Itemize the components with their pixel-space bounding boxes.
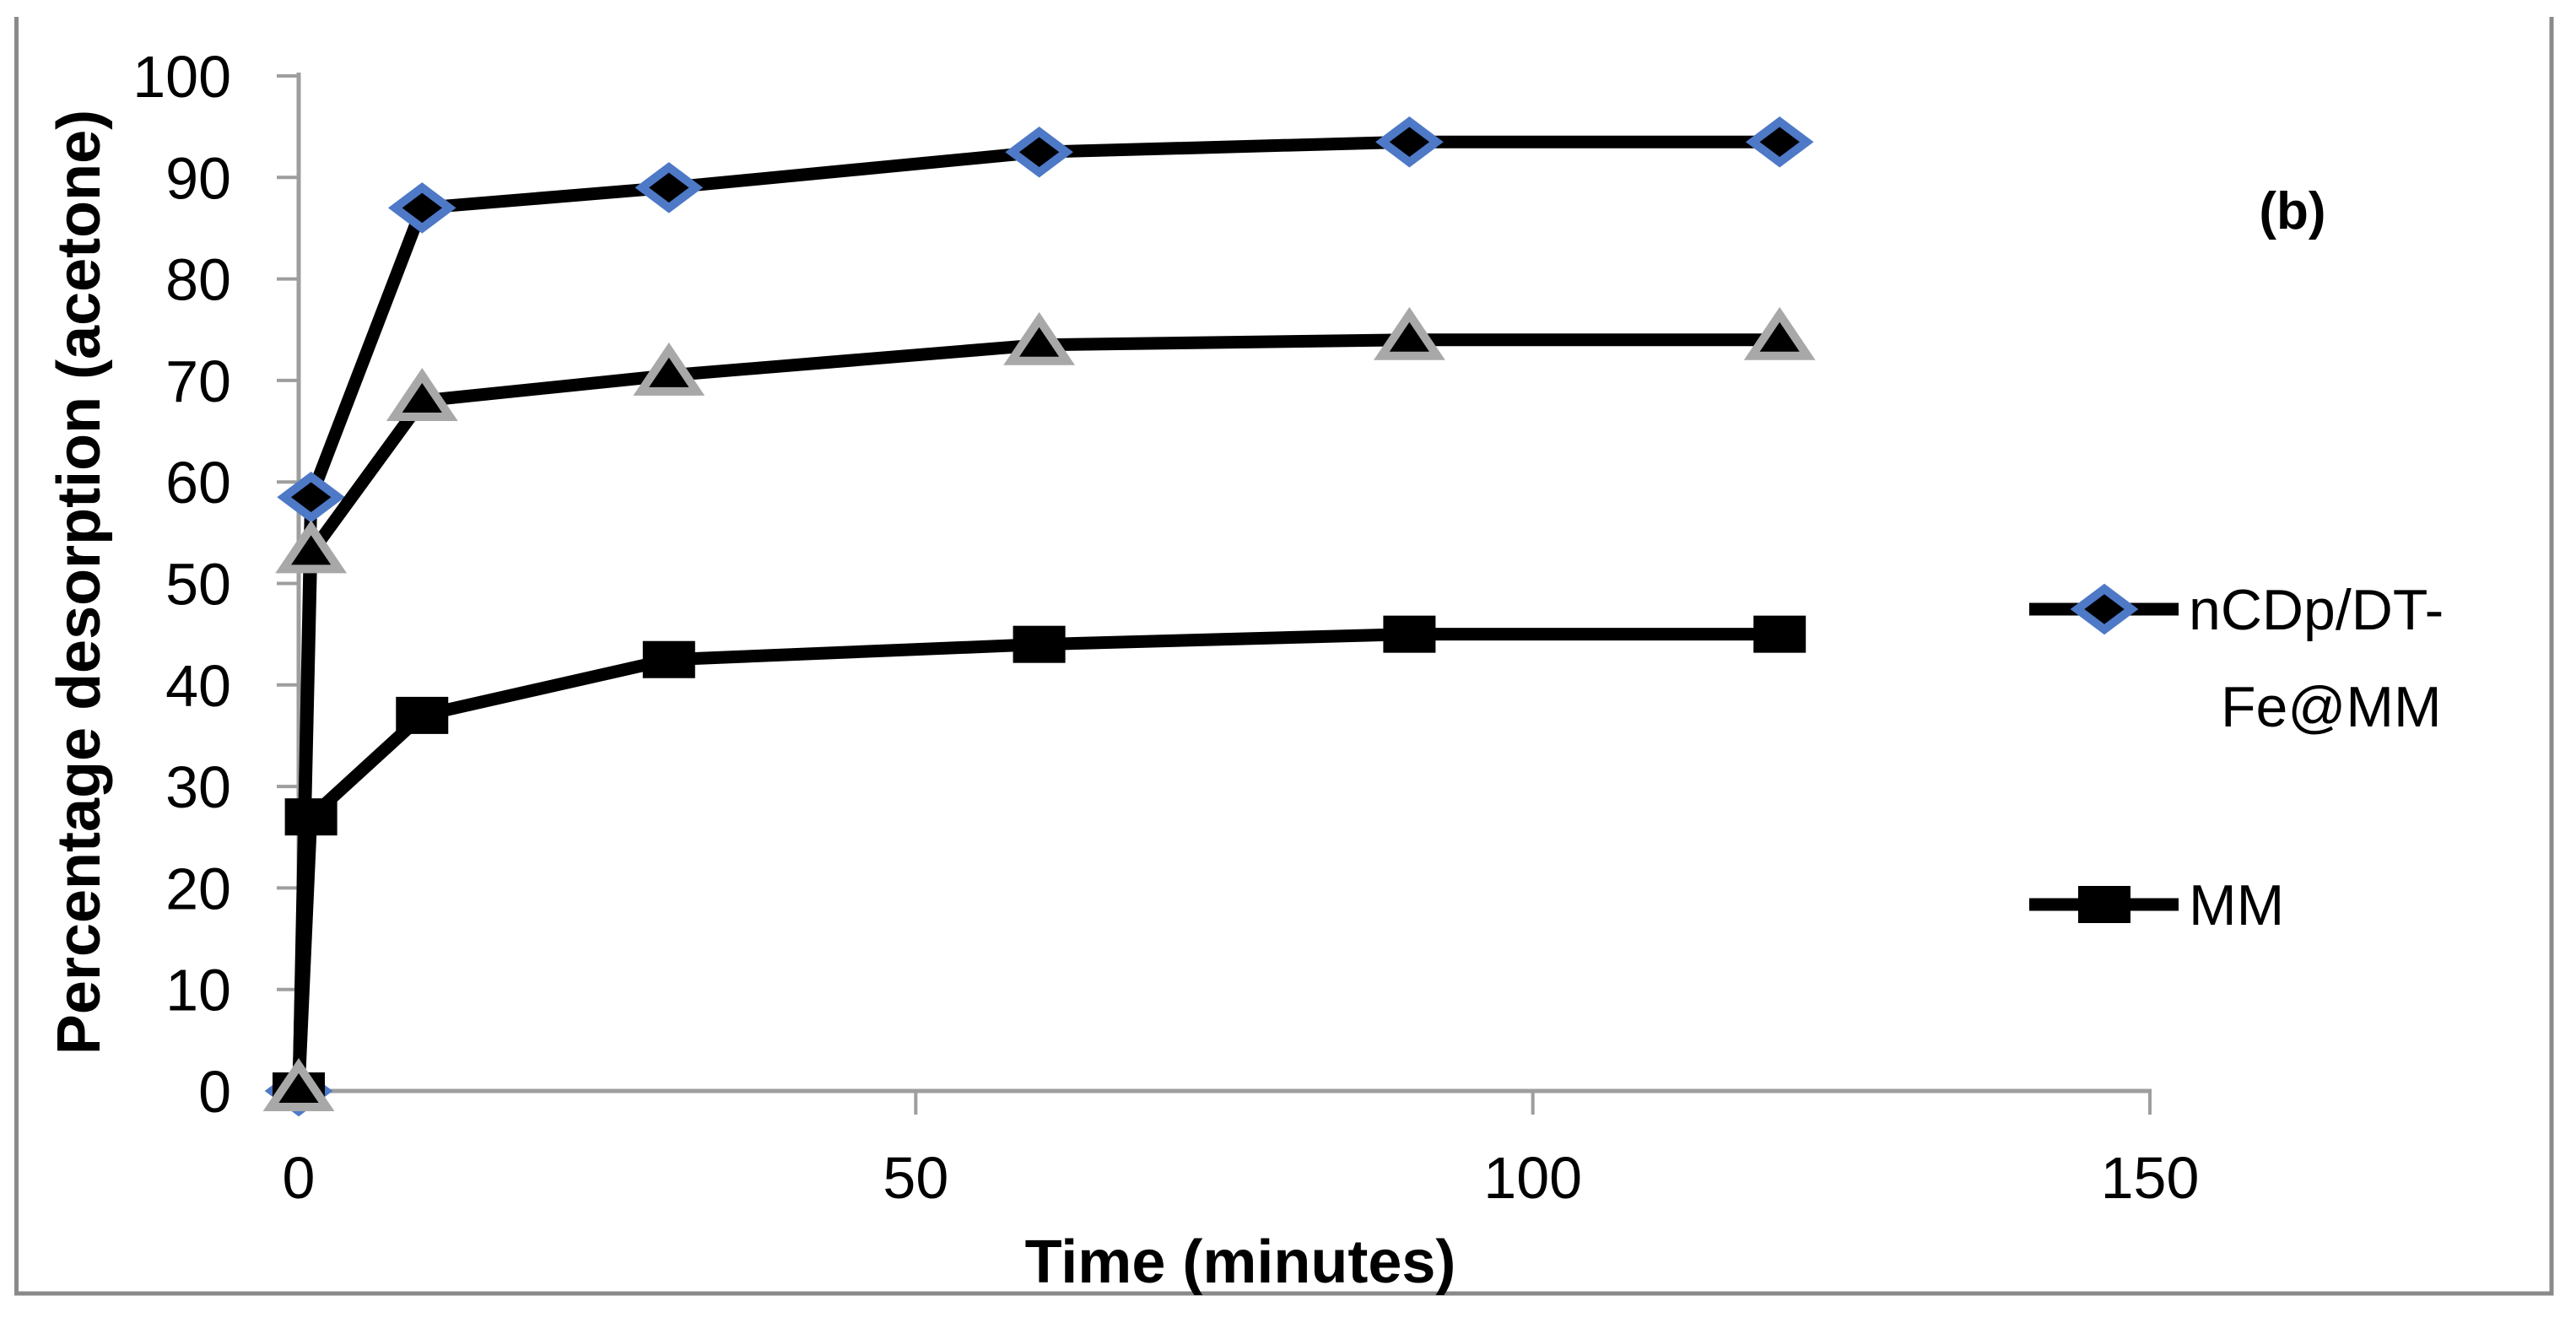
legend-label: Fe@MM bbox=[2221, 675, 2442, 739]
diamond-marker bbox=[1375, 116, 1444, 168]
y-tick-label: 50 bbox=[165, 552, 231, 618]
y-tick-label: 80 bbox=[165, 247, 231, 313]
figure-border bbox=[14, 17, 2554, 1296]
diamond-marker bbox=[1005, 126, 1073, 178]
legend-label: nCDp/DT- bbox=[2189, 578, 2444, 642]
square-marker bbox=[642, 640, 695, 678]
diamond-marker bbox=[387, 182, 456, 234]
data-series bbox=[262, 116, 1816, 1117]
x-tick-label: 0 bbox=[283, 1145, 316, 1211]
y-tick-label: 0 bbox=[198, 1059, 231, 1125]
y-tick-label: 40 bbox=[165, 653, 231, 719]
triangle-marker bbox=[386, 368, 458, 421]
series-line bbox=[292, 135, 1780, 1092]
x-tick-label: 50 bbox=[883, 1145, 948, 1211]
axes bbox=[296, 73, 2152, 1094]
legend: nCDp/DT- Fe@MM MM bbox=[2029, 578, 2444, 937]
triangle-marker bbox=[1374, 306, 1445, 360]
y-tick-label: 10 bbox=[165, 958, 231, 1023]
x-axis-title: Time (minutes) bbox=[1025, 1228, 1456, 1296]
legend-entry-diamond: nCDp/DT- Fe@MM bbox=[2029, 578, 2444, 739]
diamond-marker bbox=[277, 471, 345, 523]
square-marker bbox=[1383, 615, 1436, 653]
triangle-marker bbox=[633, 342, 705, 396]
triangle-marker bbox=[1743, 306, 1816, 360]
axis-tick-labels: 0 10 20 30 40 50 60 70 80 90 100 0 50 100 150 bbox=[132, 44, 2199, 1211]
y-tick-label: 20 bbox=[165, 856, 231, 921]
triangle-marker bbox=[275, 520, 348, 574]
series-ncdp-dt-fe-mm bbox=[264, 116, 1814, 1117]
square-marker bbox=[1013, 625, 1066, 663]
y-tick-label: 60 bbox=[165, 450, 231, 516]
panel-label: (b) bbox=[2259, 182, 2325, 240]
series-mm bbox=[273, 615, 1806, 1110]
x-tick-label: 100 bbox=[1483, 1145, 1582, 1211]
legend-entry-square: MM bbox=[2029, 873, 2284, 937]
figure-border-line bbox=[14, 17, 2554, 1296]
square-marker bbox=[1753, 615, 1806, 653]
triangle-marker bbox=[1003, 311, 1075, 365]
y-axis-title: Percentage desorption (acetone) bbox=[46, 110, 113, 1055]
y-tick-label: 30 bbox=[165, 754, 231, 820]
x-tick-label: 150 bbox=[2101, 1145, 2200, 1211]
diamond-marker bbox=[1745, 116, 1814, 168]
square-marker bbox=[2078, 886, 2130, 923]
series-line bbox=[292, 628, 1780, 1092]
y-tick-label: 100 bbox=[132, 44, 231, 110]
diamond-marker bbox=[635, 162, 704, 213]
diamond-marker bbox=[2070, 583, 2139, 635]
series-triangle bbox=[262, 306, 1816, 1111]
square-marker bbox=[396, 696, 449, 734]
axis-ticks bbox=[277, 74, 2152, 1115]
legend-label: MM bbox=[2189, 873, 2284, 937]
series-line bbox=[292, 333, 1780, 1092]
y-tick-label: 90 bbox=[165, 145, 231, 211]
triangle-marker bbox=[262, 1058, 335, 1111]
y-tick-label: 70 bbox=[165, 348, 231, 414]
